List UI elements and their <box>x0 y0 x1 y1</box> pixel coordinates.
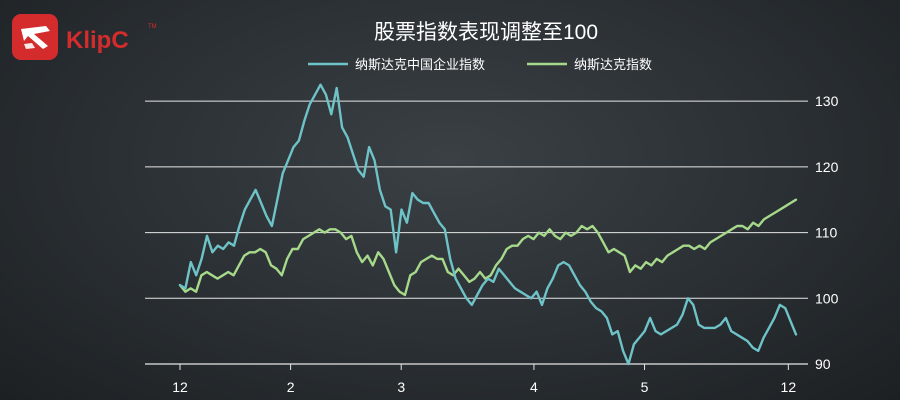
chart-legend: 纳斯达克中国企业指数 纳斯达克指数 <box>308 57 652 72</box>
legend-label-0: 纳斯达克中国企业指数 <box>355 57 485 72</box>
y-tick-label: 130 <box>815 93 839 109</box>
y-axis: 90 100 110 120 130 <box>815 93 839 372</box>
x-tick-label: 12 <box>172 379 188 395</box>
y-tick-label: 120 <box>815 159 839 175</box>
series-group <box>178 83 798 366</box>
x-tick-label: 3 <box>397 379 405 395</box>
grid-lines <box>145 100 808 365</box>
logo-text: KlipC <box>66 27 129 54</box>
legend-label-1: 纳斯达克指数 <box>574 57 652 72</box>
x-tick-label: 5 <box>641 379 649 395</box>
series-line-0 <box>178 83 798 366</box>
logo-mark-icon <box>21 26 50 49</box>
y-tick-label: 110 <box>815 225 838 241</box>
x-tick-label: 4 <box>530 379 538 395</box>
logo-trademark: TM <box>148 24 157 30</box>
x-tick-label: 12 <box>781 379 797 395</box>
x-axis: 12 2 3 4 5 12 <box>172 364 796 395</box>
chart-title: 股票指数表现调整至100 <box>374 21 598 44</box>
y-tick-label: 100 <box>815 290 839 306</box>
y-tick-label: 90 <box>815 356 831 372</box>
brand-logo: KlipC TM <box>12 14 157 60</box>
series-line-1 <box>178 198 798 297</box>
x-tick-label: 2 <box>287 379 295 395</box>
